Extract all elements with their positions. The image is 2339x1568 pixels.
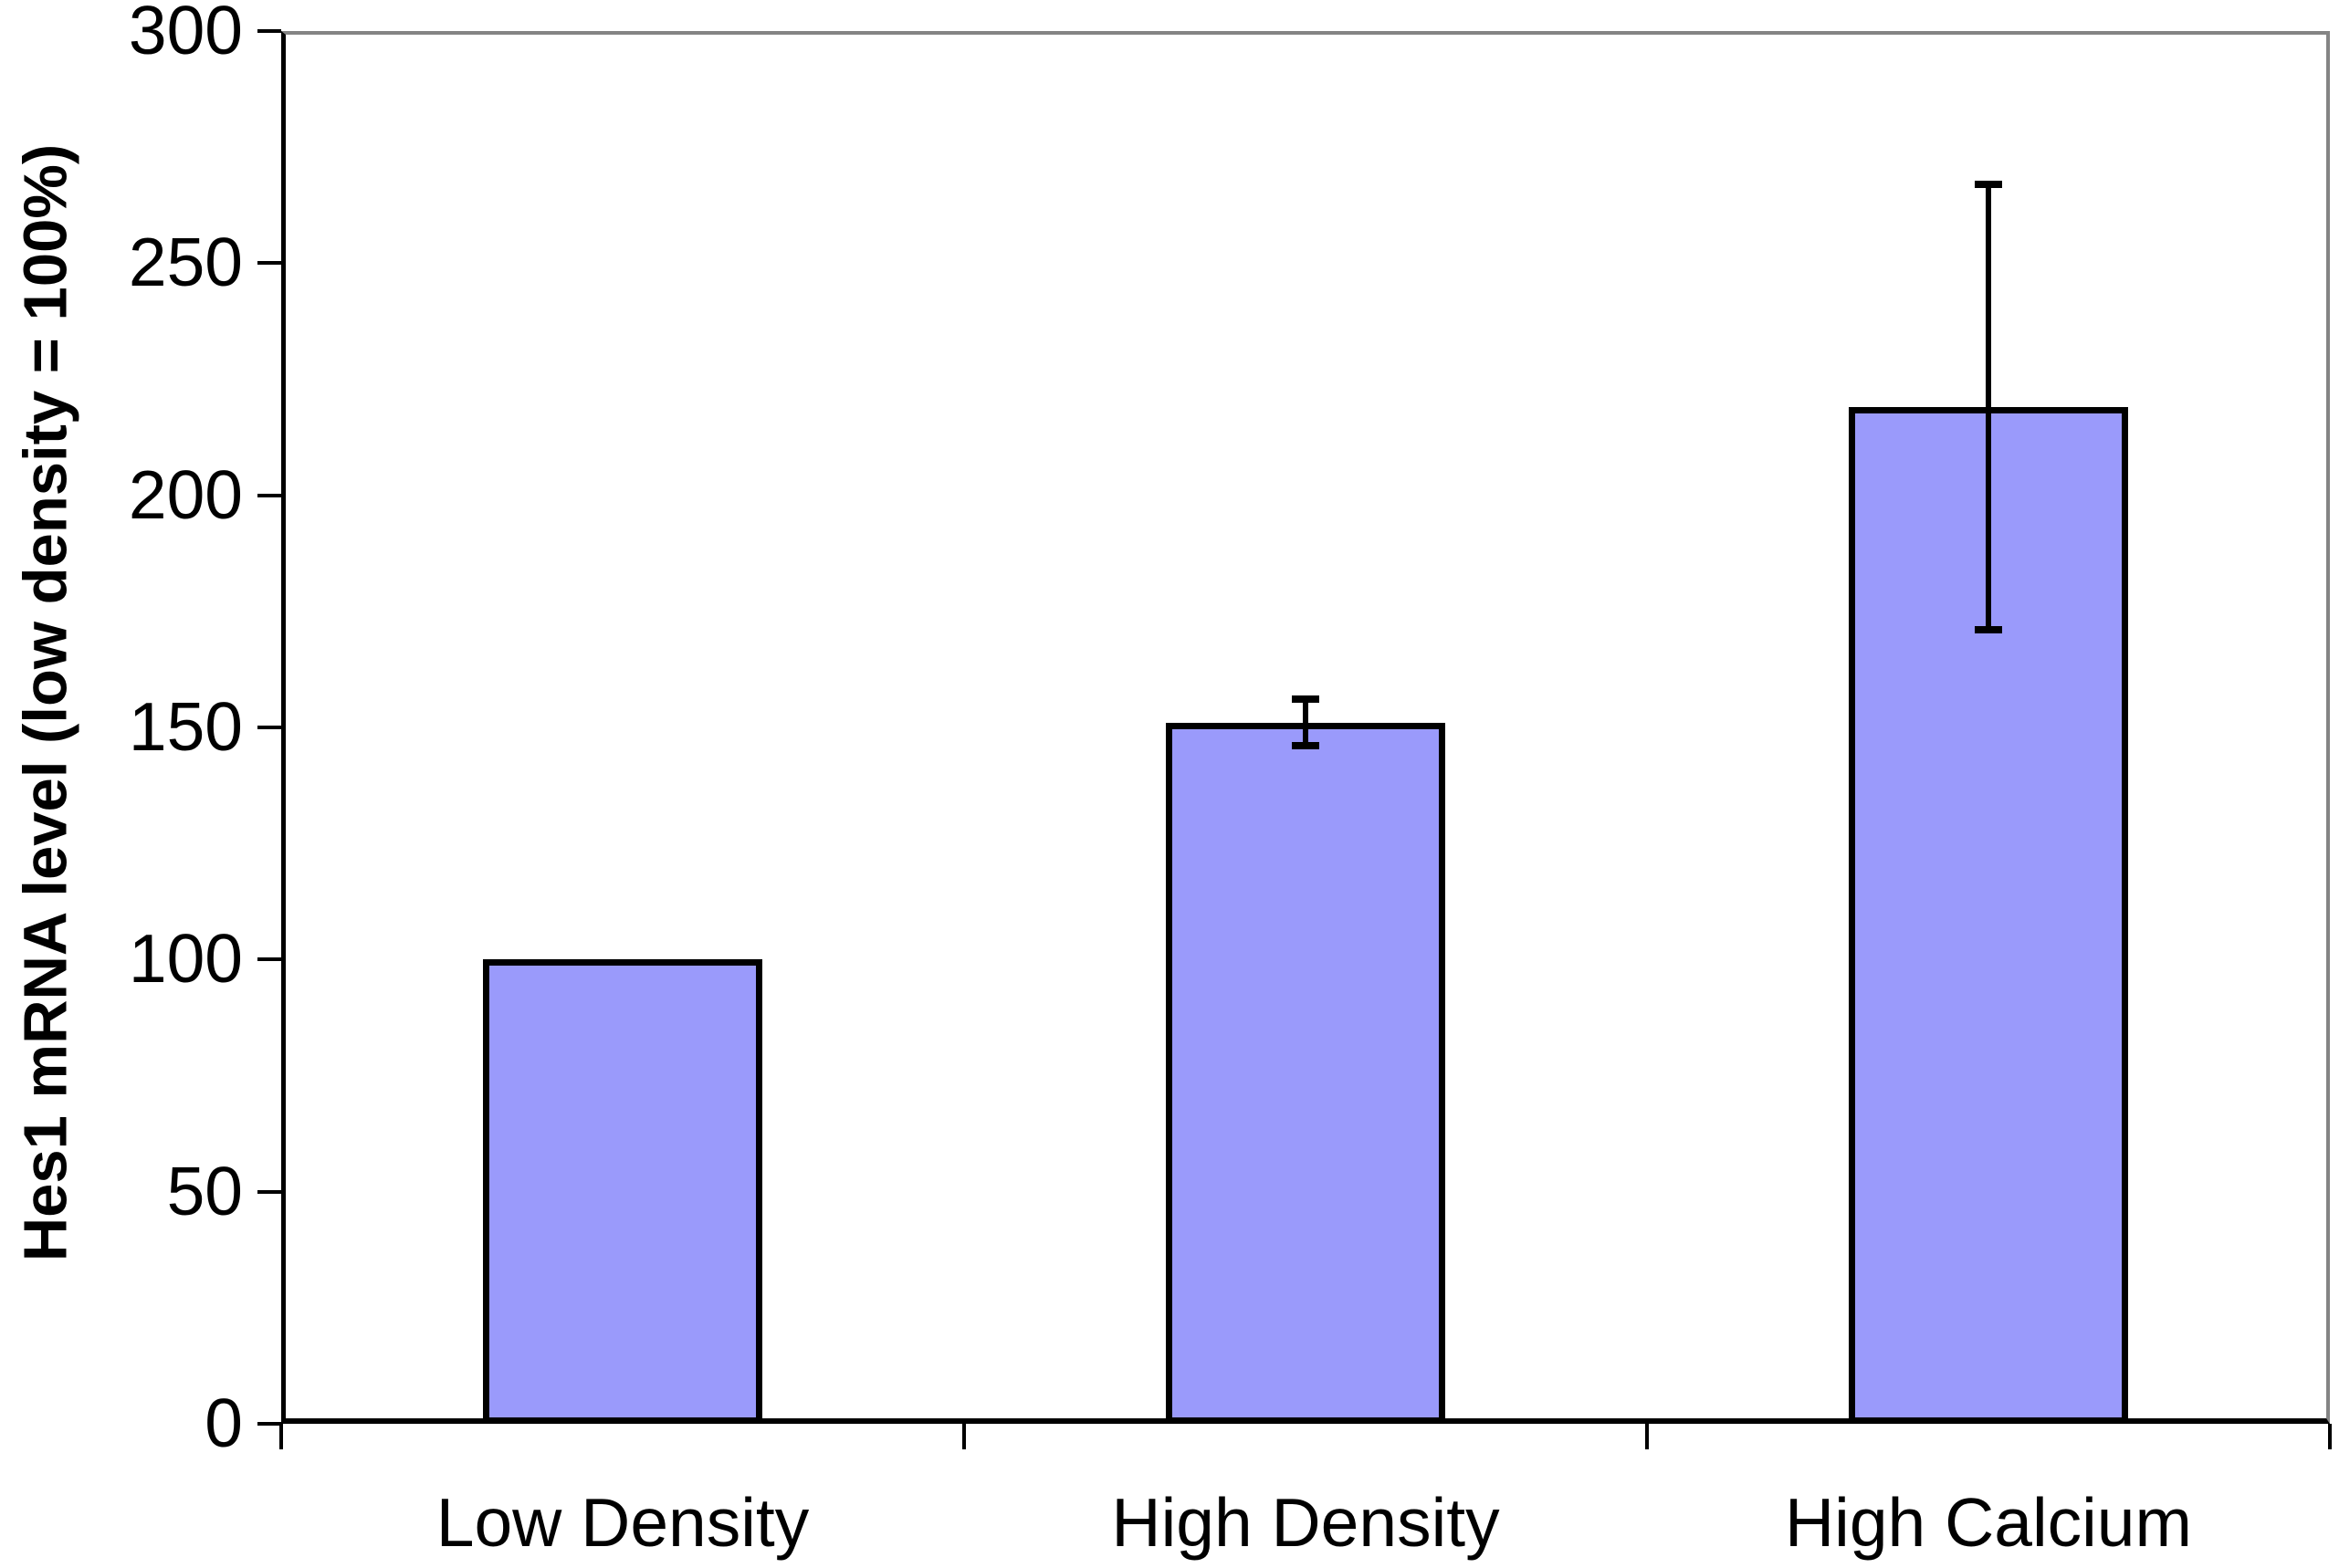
error-bar-cap-bottom xyxy=(1292,742,1319,750)
error-bar-line xyxy=(1986,183,1991,631)
error-bar-cap-bottom xyxy=(1975,626,2002,634)
x-axis-category-label: High Calcium xyxy=(1785,1484,2192,1561)
y-axis-tick xyxy=(257,726,281,729)
y-axis-tick-label: 250 xyxy=(128,224,243,301)
y-axis-tick-label: 300 xyxy=(128,0,243,68)
bar-low-density xyxy=(483,959,762,1424)
error-bar-line xyxy=(1303,699,1308,747)
error-bar-cap-top xyxy=(1292,695,1319,704)
y-axis-tick xyxy=(257,1189,281,1194)
y-axis-tick-label: 150 xyxy=(128,688,243,765)
error-bar-cap-top xyxy=(1975,180,2002,188)
y-axis-title: Hes1 mRNA level (low density = 100%) xyxy=(11,143,80,1262)
y-axis-tick xyxy=(257,261,281,266)
x-axis-tick xyxy=(2328,1424,2332,1449)
x-axis-tick xyxy=(279,1424,283,1449)
y-axis-tick-label: 0 xyxy=(205,1385,243,1461)
x-axis-tick xyxy=(962,1424,966,1449)
y-axis-tick xyxy=(257,1422,281,1426)
y-axis-tick-label: 50 xyxy=(166,1152,243,1229)
y-axis-tick xyxy=(257,493,281,497)
x-axis-tick xyxy=(1645,1424,1649,1449)
y-axis-tick xyxy=(257,957,281,962)
y-axis-tick xyxy=(257,29,281,33)
x-axis-category-label: High Density xyxy=(1111,1484,1500,1561)
y-axis-tick-label: 100 xyxy=(128,920,243,998)
x-axis-category-label: Low Density xyxy=(435,1484,810,1561)
bar-high-density xyxy=(1166,722,1445,1424)
y-axis-tick-label: 200 xyxy=(128,455,243,533)
